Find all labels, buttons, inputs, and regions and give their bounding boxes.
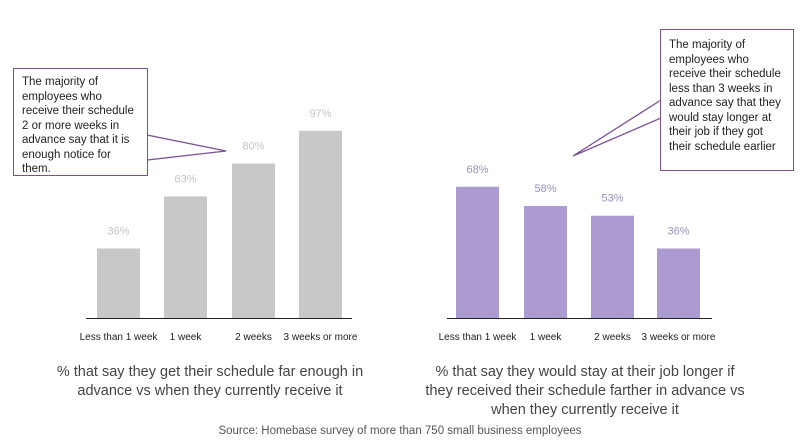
- value-label-1-1: 58%: [534, 183, 556, 195]
- callout-pointer-left: [146, 134, 227, 161]
- category-label-1-1: 1 week: [530, 332, 563, 343]
- bar-0-0: [97, 248, 140, 318]
- value-label-1-3: 36%: [667, 226, 689, 238]
- value-label-0-2: 80%: [242, 141, 264, 153]
- chart-caption-right: % that say they would stay at their job …: [425, 364, 745, 418]
- category-label-0-2: 2 weeks: [235, 332, 272, 343]
- category-label-0-1: 1 week: [170, 332, 203, 343]
- value-label-1-2: 53%: [601, 193, 623, 205]
- category-label-1-3: 3 weeks or more: [642, 332, 716, 343]
- bar-0-2: [232, 163, 275, 318]
- value-label-0-3: 97%: [309, 108, 331, 120]
- source-note: Source: Homebase survey of more than 750…: [218, 425, 582, 437]
- category-label-0-3: 3 weeks or more: [284, 332, 358, 343]
- category-label-1-2: 2 weeks: [594, 332, 631, 343]
- bar-0-3: [299, 130, 342, 318]
- bar-1-0: [456, 186, 499, 318]
- callout-left: The majority of employees who receive th…: [13, 68, 148, 176]
- bar-0-1: [164, 196, 207, 318]
- chart-schedule-enough-notice: 36% Less than 1 week 63% 1 week 80% 2 weeks 97…: [80, 108, 358, 343]
- bar-1-3: [657, 248, 700, 318]
- value-label-0-1: 63%: [174, 173, 196, 185]
- callout-pointer-right: [572, 98, 662, 157]
- category-label-0-0: Less than 1 week: [80, 332, 159, 343]
- callout-right: The majority of employees who receive th…: [660, 29, 794, 171]
- value-label-0-0: 36%: [107, 226, 129, 238]
- value-label-1-0: 68%: [466, 164, 488, 176]
- chart-stay-longer: 68% Less than 1 week 58% 1 week 53% 2 weeks 36…: [439, 164, 716, 343]
- bar-1-1: [524, 206, 567, 318]
- category-label-1-0: Less than 1 week: [439, 332, 518, 343]
- callout-pointers: [146, 98, 662, 161]
- chart-caption-left: % that say they get their schedule far e…: [56, 364, 364, 399]
- bar-1-2: [591, 215, 634, 318]
